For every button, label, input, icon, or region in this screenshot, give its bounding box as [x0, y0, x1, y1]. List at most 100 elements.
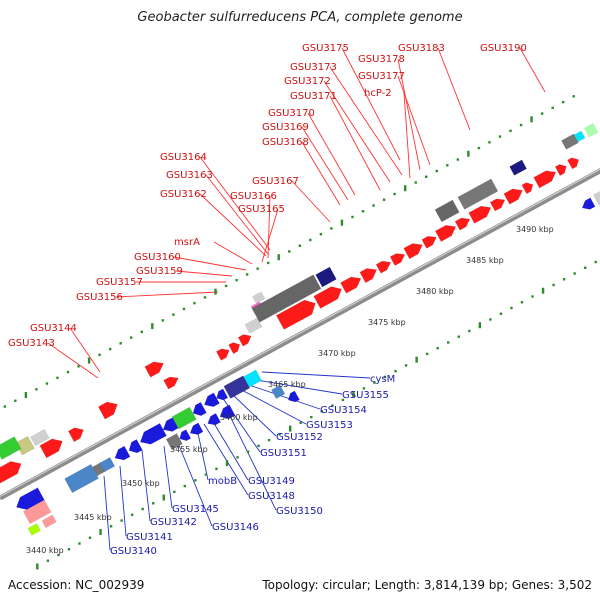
- tick-mark-lower: [36, 563, 39, 570]
- tick-mark-upper: [425, 175, 428, 178]
- forward-gene-arrow: [275, 299, 316, 330]
- tick-mark-upper: [467, 150, 470, 157]
- forward-gene-arrow: [97, 401, 118, 420]
- leader-line-bottom: [141, 449, 151, 522]
- gene-label-top: GSU3169: [262, 122, 309, 133]
- reverse-gene-arrow: [581, 197, 596, 210]
- tick-mark-upper: [245, 273, 249, 276]
- kbp-scale-label: 3445 kbp: [74, 513, 112, 522]
- leader-line-top: [291, 180, 331, 223]
- gene-label-bottom: mobB: [208, 476, 237, 487]
- tick-mark-upper: [56, 376, 59, 380]
- tick-mark-lower: [531, 295, 534, 298]
- leader-line-top: [199, 193, 267, 257]
- gene-label-bottom: GSU3141: [126, 532, 173, 543]
- tick-mark-lower: [162, 494, 165, 501]
- tick-mark-lower: [404, 364, 408, 367]
- leader-line-top: [519, 47, 546, 93]
- kbp-scale-label: 3450 kbp: [122, 479, 160, 488]
- tick-mark-upper: [403, 185, 407, 192]
- feature-block: [165, 433, 183, 451]
- leader-line-bottom: [261, 371, 371, 379]
- forward-gene-arrow: [454, 217, 471, 231]
- gene-label-top: GSU3167: [252, 176, 299, 187]
- feature-block: [593, 191, 600, 206]
- reverse-gene-arrow: [192, 401, 207, 416]
- reverse-gene-arrow: [16, 487, 45, 510]
- tick-mark-upper: [309, 238, 312, 242]
- tick-mark-upper: [108, 347, 112, 351]
- feature-block: [457, 178, 499, 210]
- tick-mark-upper: [372, 204, 375, 207]
- gene-label-top: GSU3165: [238, 204, 285, 215]
- feature-block: [64, 463, 99, 494]
- leader-line-top: [397, 75, 431, 166]
- gene-label-top: GSU3175: [302, 43, 349, 54]
- leader-line-bottom: [103, 475, 111, 551]
- tick-mark-lower: [362, 387, 366, 390]
- tick-mark-lower: [141, 507, 144, 511]
- kbp-scale-label: 3485 kbp: [466, 256, 504, 265]
- feature-block: [30, 428, 50, 447]
- accession-text: Accession: NC_002939: [8, 578, 145, 592]
- tick-mark-lower: [447, 341, 450, 344]
- tick-mark-lower: [278, 433, 281, 436]
- tick-mark-lower: [299, 421, 302, 425]
- tick-mark-upper: [182, 307, 186, 311]
- tick-mark-lower: [257, 444, 260, 448]
- feature-block: [22, 499, 52, 525]
- reverse-gene-arrow: [203, 392, 220, 407]
- kbp-scale-label: 3455 kbp: [170, 445, 208, 454]
- tick-mark-lower: [57, 553, 60, 557]
- tick-mark-upper: [319, 233, 323, 236]
- tick-mark-lower: [499, 312, 503, 315]
- leader-line-top: [261, 208, 279, 263]
- kbp-scale-label: 3440 kbp: [26, 546, 64, 555]
- reverse-gene-arrow: [139, 423, 167, 445]
- forward-gene-arrow: [503, 188, 523, 205]
- forward-gene-arrow: [163, 376, 179, 390]
- kbp-scale-label: 3470 kbp: [318, 349, 356, 358]
- tick-mark-upper: [214, 288, 217, 295]
- tick-mark-lower: [194, 479, 197, 482]
- gene-label-top: GSU3178: [358, 54, 405, 65]
- leader-line-top: [301, 141, 341, 206]
- tick-mark-upper: [435, 169, 438, 173]
- feature-block: [99, 457, 116, 473]
- gene-label-top: GSU3163: [166, 170, 213, 181]
- forward-gene-arrow: [313, 286, 342, 309]
- tick-mark-upper: [340, 219, 344, 226]
- kbp-scale-label: 3475 kbp: [368, 318, 406, 327]
- reverse-gene-arrow: [128, 439, 143, 454]
- forward-gene-arrow: [215, 348, 230, 361]
- tick-mark-upper: [540, 112, 544, 115]
- reverse-gene-arrow: [287, 390, 300, 403]
- tick-mark-lower: [109, 525, 113, 528]
- leader-line-top: [403, 92, 411, 179]
- tick-mark-upper: [256, 267, 259, 270]
- gene-label-top: GSU3162: [160, 189, 207, 200]
- leader-line-top: [205, 174, 269, 255]
- gene-label-top: msrA: [174, 237, 200, 248]
- tick-mark-upper: [119, 342, 122, 345]
- tick-mark-lower: [541, 287, 545, 294]
- gene-label-top: GSU3156: [76, 292, 123, 303]
- leader-line-bottom: [175, 437, 213, 527]
- tick-mark-lower: [331, 404, 334, 407]
- feature-block: [434, 199, 460, 223]
- leader-line-top: [69, 327, 101, 373]
- genome-summary-text: Topology: circular; Length: 3,814,139 bp…: [262, 578, 592, 592]
- forward-gene-arrow: [421, 235, 437, 249]
- gene-label-bottom: GSU3155: [342, 390, 389, 401]
- tick-mark-lower: [88, 536, 92, 539]
- reverse-gene-arrow: [114, 445, 131, 461]
- feature-block: [41, 514, 57, 529]
- forward-gene-arrow: [403, 243, 423, 260]
- gene-label-top: GSU3144: [30, 323, 77, 334]
- kbp-scale-label: 3490 kbp: [516, 225, 554, 234]
- gene-label-top: hcP-2: [364, 88, 392, 99]
- gene-label-bottom: GSU3145: [172, 504, 219, 515]
- leader-line-top: [301, 126, 349, 201]
- leader-line-top: [173, 256, 247, 271]
- forward-gene-arrow: [237, 334, 252, 347]
